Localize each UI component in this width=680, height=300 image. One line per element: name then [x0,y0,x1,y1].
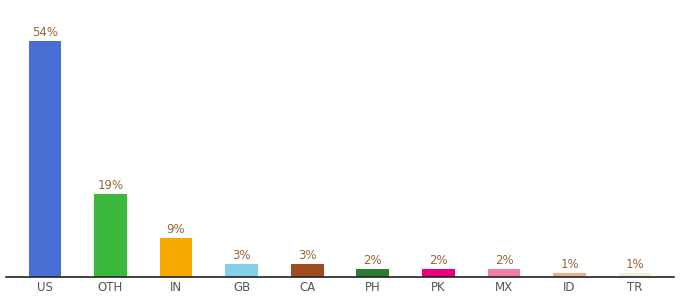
Text: 19%: 19% [97,179,124,192]
Text: 3%: 3% [298,249,316,262]
Bar [488,268,520,277]
Bar [422,268,455,277]
Bar [553,273,586,277]
Text: 54%: 54% [32,26,58,39]
Text: 9%: 9% [167,223,186,236]
Bar [160,238,192,277]
Text: 2%: 2% [429,254,447,267]
Text: 2%: 2% [494,254,513,267]
Text: 3%: 3% [233,249,251,262]
Text: 2%: 2% [364,254,382,267]
Text: 1%: 1% [626,258,645,271]
Bar [29,40,61,277]
Text: 1%: 1% [560,258,579,271]
Bar [619,273,651,277]
Bar [291,264,324,277]
Bar [356,268,389,277]
Bar [94,194,127,277]
Bar [225,264,258,277]
